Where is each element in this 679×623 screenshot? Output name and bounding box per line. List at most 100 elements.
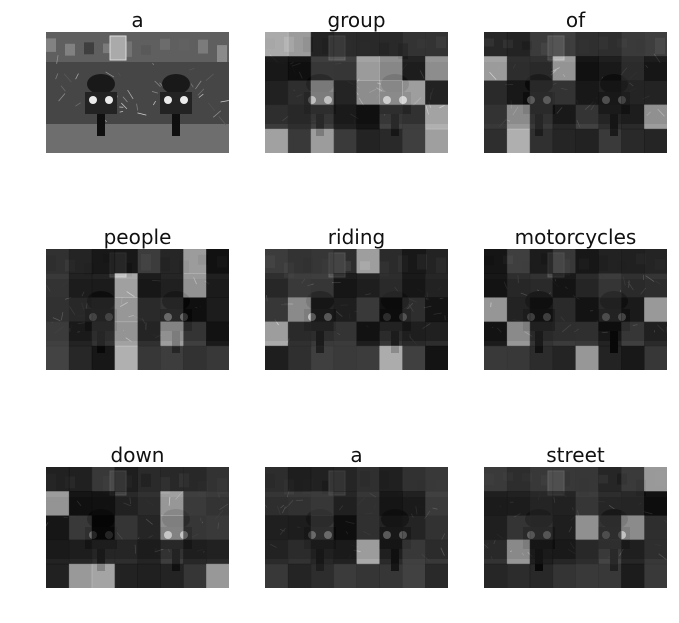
attention-cell [333, 104, 357, 130]
panel-image [484, 467, 667, 588]
attention-cell [333, 56, 357, 81]
attention-cell [310, 515, 335, 541]
attention-cell [356, 249, 380, 274]
attention-cell [206, 321, 229, 347]
attention-cell [183, 539, 207, 565]
attention-cell [333, 128, 357, 153]
attention-cell [552, 321, 576, 347]
attention-cell [552, 249, 576, 274]
panel-title: a [131, 8, 144, 32]
attention-cell [287, 321, 312, 347]
attention-cell [265, 345, 289, 370]
attention-cell [287, 104, 312, 130]
attention-cell [529, 32, 554, 57]
attention-grid [265, 249, 448, 370]
attention-cell [621, 297, 645, 323]
attention-cell [68, 515, 93, 541]
street-scene [46, 32, 229, 153]
attention-cell [598, 56, 622, 81]
attention-cell [425, 563, 448, 588]
attention-cell [402, 491, 426, 516]
attention-cell [356, 297, 380, 323]
attention-cell [68, 467, 93, 492]
panel-title: down [110, 443, 165, 467]
attention-cell [46, 563, 70, 588]
attention-cell [206, 297, 229, 323]
attention-cell [356, 56, 380, 81]
attention-cell [287, 297, 312, 323]
attention-cell [644, 249, 667, 274]
attention-cell [506, 80, 531, 106]
attention-cell [287, 273, 312, 298]
attention-cell [379, 563, 403, 588]
attention-cell [333, 273, 357, 298]
attention-cell [379, 467, 403, 492]
attention-cell [379, 297, 403, 323]
headlight [164, 96, 172, 104]
attention-cell [644, 321, 667, 347]
attention-cell [484, 297, 508, 323]
attention-cell [265, 104, 289, 130]
attention-cell [160, 467, 184, 492]
attention-cell [137, 539, 161, 565]
attention-cell [265, 32, 289, 57]
attention-grid [484, 249, 667, 370]
attention-cell [160, 273, 184, 298]
attention-cell [137, 563, 161, 588]
attention-cell [310, 80, 335, 106]
attention-cell [379, 32, 403, 57]
attention-cell [402, 539, 426, 565]
attention-cell [621, 249, 645, 274]
attention-cell [402, 321, 426, 347]
attention-cell [68, 539, 93, 565]
attention-cell [425, 515, 448, 541]
attention-cell [379, 128, 403, 153]
attention-cell [425, 273, 448, 298]
attention-cell [402, 32, 426, 57]
attention-cell [644, 104, 667, 130]
attention-cell [575, 563, 599, 588]
attention-cell [379, 321, 403, 347]
attention-cell [310, 563, 335, 588]
attention-cell [160, 539, 184, 565]
attention-cell [356, 273, 380, 298]
panel-svg [46, 32, 229, 153]
attention-cell [46, 491, 70, 516]
attention-cell [160, 321, 184, 347]
attention-cell [425, 467, 448, 492]
attention-cell [621, 563, 645, 588]
attention-cell [425, 128, 448, 153]
attention-cell [379, 273, 403, 298]
panel-svg [46, 467, 229, 588]
attention-cell [644, 563, 667, 588]
rider [87, 74, 115, 94]
attention-cell [575, 491, 599, 516]
attention-cell [621, 491, 645, 516]
attention-cell [425, 491, 448, 516]
attention-cell [379, 104, 403, 130]
attention-cell [333, 515, 357, 541]
attention-cell [183, 515, 207, 541]
attention-cell [310, 56, 335, 81]
attention-cell [310, 249, 335, 274]
attention-cell [46, 515, 70, 541]
attention-cell [484, 104, 508, 130]
attention-cell [621, 80, 645, 106]
attention-cell [621, 345, 645, 370]
attention-cell [621, 56, 645, 81]
attention-cell [356, 80, 380, 106]
attention-cell [114, 467, 138, 492]
attention-cell [310, 104, 335, 130]
attention-cell [621, 128, 645, 153]
panel-title: motorcycles [514, 225, 637, 249]
attention-cell [333, 32, 357, 57]
attention-cell [46, 249, 70, 274]
attention-cell [265, 491, 289, 516]
attention-cell [183, 467, 207, 492]
panel-image [265, 249, 448, 370]
attention-cell [91, 249, 116, 274]
attention-cell [644, 491, 667, 516]
attention-cell [68, 491, 93, 516]
attention-cell [644, 128, 667, 153]
attention-cell [379, 80, 403, 106]
